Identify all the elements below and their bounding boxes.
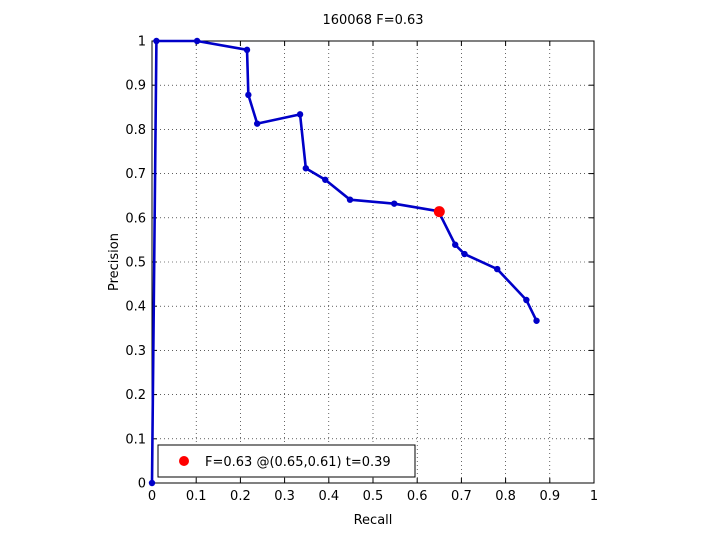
x-tick-label: 0.3 [274,489,295,504]
x-tick-label: 0.7 [451,489,472,504]
pr-curve-point [296,111,304,118]
x-tick-label: 0 [148,489,156,504]
pr-curve-point [391,200,398,207]
pr-curve-point [193,37,201,45]
x-tick-label: 0.9 [539,489,560,504]
y-tick-label: 1 [138,35,146,50]
y-axis-label: Precision [107,233,122,291]
y-tick-label: 0.9 [125,79,146,94]
legend: F=0.63 @(0.65,0.61) t=0.39 [157,444,416,478]
pr-curve-point [253,120,261,127]
y-tick-label: 0 [138,477,146,492]
y-tick-label: 0.4 [125,300,146,315]
x-tick-labels: 0 0.1 0.2 0.3 0.4 0.5 0.6 0.7 0.8 0.9 1 [148,489,598,504]
pr-curve-point [494,265,501,273]
y-tick-label: 0.8 [125,123,146,138]
pr-curve-point [148,479,156,487]
pr-curve-point [346,196,354,203]
axes [151,40,595,484]
chart-title: 160068 F=0.63 [322,13,423,28]
pr-curve-point [452,241,459,248]
pr-curve-point [302,165,310,172]
y-tick-label: 0.6 [125,211,146,226]
plot-frame [151,40,595,484]
y-tick-label: 0.1 [125,432,146,447]
pr-curve-point [243,46,251,54]
x-tick-label: 0.1 [186,489,207,504]
y-tick-labels: 0 0.1 0.2 0.3 0.4 0.5 0.6 0.7 0.8 0.9 1 [125,35,146,492]
x-tick-label: 0.8 [495,489,516,504]
series-layer [148,37,540,487]
pr-curve-point [523,296,530,304]
x-tick-label: 1 [590,489,598,504]
x-tick-label: 0.6 [407,489,428,504]
y-tick-label: 0.5 [125,256,146,271]
legend-label: F=0.63 @(0.65,0.61) t=0.39 [205,455,391,470]
x-axis-label: Recall [354,513,393,528]
pr-curve-point [322,176,329,183]
legend-box [157,444,416,478]
legend-marker [179,456,189,466]
y-tick-label: 0.2 [125,388,146,403]
y-tick-label: 0.3 [125,344,146,359]
x-tick-label: 0.4 [318,489,339,504]
pr-curve-point [153,37,160,45]
grid [152,41,594,483]
best-f-point [433,206,445,218]
y-tick-label: 0.7 [125,167,146,182]
x-tick-label: 0.5 [363,489,384,504]
x-tick-label: 0.2 [230,489,251,504]
pr-curve-point [461,250,468,258]
pr-curve-point [533,317,540,324]
pr-curve-point [245,91,252,99]
